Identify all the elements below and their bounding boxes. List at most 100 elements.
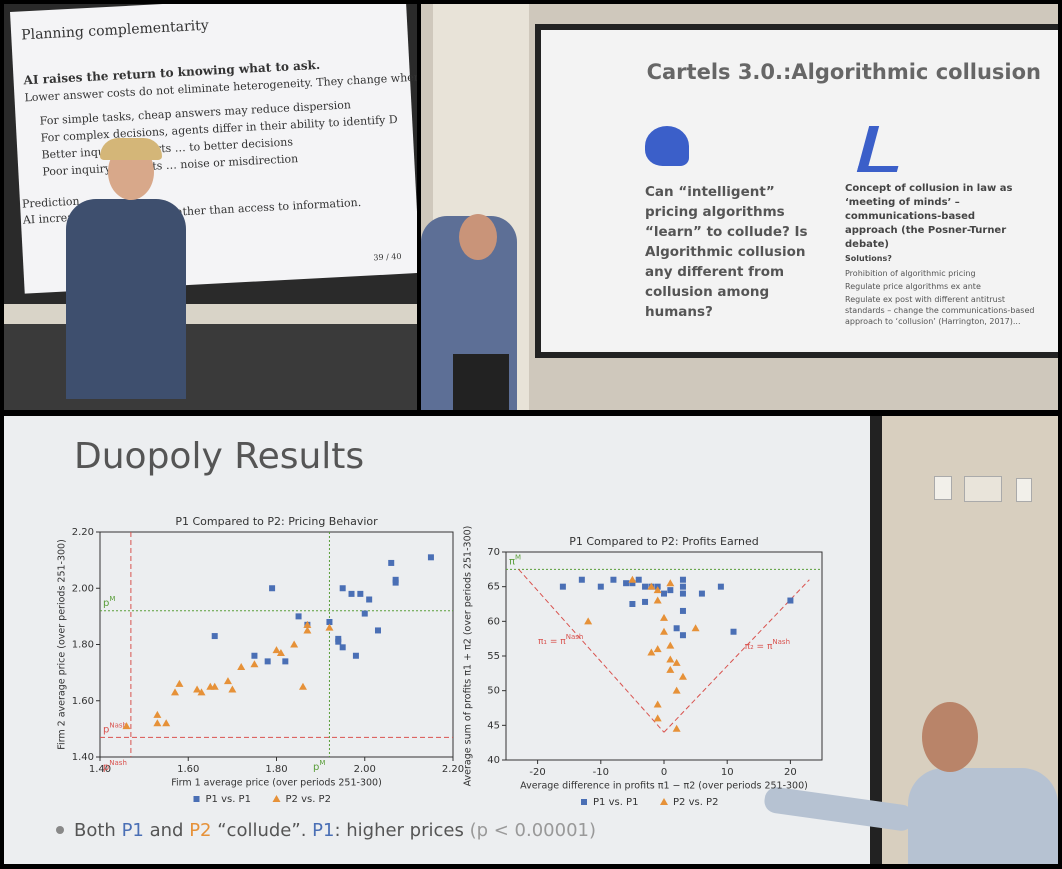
point: [361, 610, 368, 617]
point: [388, 559, 395, 566]
y-axis-label: Average sum of profits π1 + π2 (over per…: [463, 526, 474, 787]
y-tick-label: 2.00: [72, 583, 94, 594]
point: [211, 633, 218, 640]
y-tick-label: 1.40: [72, 752, 94, 763]
point: [295, 613, 302, 620]
point: [698, 590, 705, 597]
legend-marker: [660, 798, 668, 805]
legend-marker: [581, 799, 587, 805]
point: [357, 590, 364, 597]
y-tick-label: 70: [487, 547, 500, 558]
reference-label-base: p: [103, 724, 109, 735]
footer-segment: : higher prices: [334, 820, 469, 841]
point: [660, 627, 668, 635]
wall-switch: [1016, 478, 1032, 502]
point: [193, 685, 202, 693]
point: [629, 580, 636, 587]
point: [653, 714, 662, 722]
point: [392, 579, 399, 586]
point: [642, 598, 649, 605]
point: [623, 580, 630, 587]
slide: [4, 416, 870, 864]
y-tick-label: 55: [487, 651, 500, 662]
x-tick-label: 0: [661, 767, 667, 778]
point: [326, 619, 333, 625]
reference-label: pM: [103, 595, 115, 609]
point: [366, 596, 373, 603]
point: [250, 660, 259, 668]
slide: Cartels 3.0.:Algorithmic collusion Can “…: [535, 24, 1058, 358]
slide-title: Duopoly Results: [74, 436, 364, 477]
point: [210, 682, 219, 690]
footer-segment: and: [144, 820, 189, 841]
point: [673, 625, 680, 632]
point: [672, 658, 681, 666]
point: [679, 607, 686, 614]
footer-segment: “collude”.: [212, 820, 313, 841]
photo-top-right: Cartels 3.0.:Algorithmic collusion Can “…: [421, 4, 1058, 410]
hat: [100, 138, 162, 160]
nash-label-sup: Nash: [566, 633, 584, 641]
point: [653, 700, 662, 708]
point: [647, 582, 656, 590]
point: [661, 590, 667, 597]
legend-label: P2 vs. P2: [286, 794, 331, 805]
point: [303, 620, 312, 628]
point: [666, 641, 675, 649]
y-tick-label: 65: [487, 582, 500, 593]
x-tick-label: 1.60: [177, 764, 199, 775]
point: [679, 590, 686, 597]
point: [352, 652, 359, 659]
point: [264, 658, 271, 665]
footer-segment: (p < 0.00001): [470, 820, 596, 841]
point: [153, 710, 162, 718]
point: [272, 646, 281, 654]
point: [171, 688, 180, 696]
reference-label-sup: M: [319, 759, 325, 767]
legend-marker: [272, 795, 281, 802]
point: [162, 719, 171, 727]
x-tick-label: -10: [593, 767, 609, 778]
point: [635, 576, 642, 583]
wall-outlet: [934, 476, 952, 500]
point: [237, 663, 246, 670]
nash-line: [518, 569, 665, 733]
point: [339, 644, 346, 651]
footer-segment: P1: [122, 820, 144, 841]
icon-head: [645, 126, 689, 166]
point: [647, 648, 656, 656]
point: [628, 575, 637, 583]
point: [629, 601, 636, 607]
plot-area: [99, 531, 454, 758]
point: [228, 685, 237, 693]
point: [290, 640, 299, 648]
point: [667, 587, 674, 594]
screen-edge: [870, 416, 882, 864]
x-tick-label: -20: [529, 767, 545, 778]
x-tick-label: 20: [784, 767, 797, 778]
x-axis-label: Firm 1 average price (over periods 251-3…: [171, 778, 382, 789]
point: [348, 590, 355, 597]
photo-top-left: Planning complementarity AI raises the r…: [4, 4, 417, 410]
point: [276, 648, 285, 656]
point: [730, 628, 737, 635]
solution-item: Regulate price algorithms ex ante: [845, 282, 981, 291]
point: [787, 597, 794, 604]
point: [122, 722, 131, 730]
plot-area: [505, 551, 823, 761]
chart-title: P1 Compared to P2: Profits Earned: [569, 535, 759, 548]
solutions-list: Prohibition of algorithmic pricing Regula…: [845, 268, 1035, 329]
point: [653, 586, 662, 594]
nash-label: π₁ = πNash: [538, 633, 583, 647]
x-tick-label: 2.00: [354, 764, 376, 775]
point: [672, 724, 681, 732]
y-tick-label: 45: [487, 720, 500, 731]
point: [610, 576, 617, 583]
nash-line: [663, 579, 810, 733]
reference-label-base: π: [509, 556, 515, 567]
footer-segment: Both: [74, 820, 122, 841]
point: [197, 688, 206, 696]
person-head: [922, 702, 978, 772]
